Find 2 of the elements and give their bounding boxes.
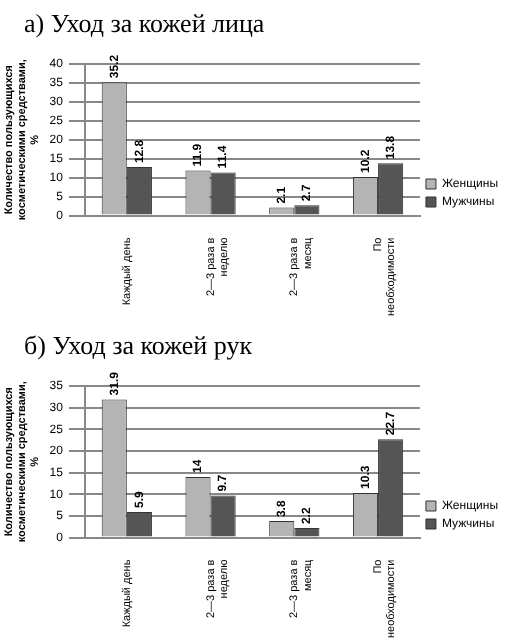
chart-title: б) Уход за кожей рук	[22, 328, 255, 364]
chart-title: а) Уход за кожей лица	[22, 6, 267, 42]
